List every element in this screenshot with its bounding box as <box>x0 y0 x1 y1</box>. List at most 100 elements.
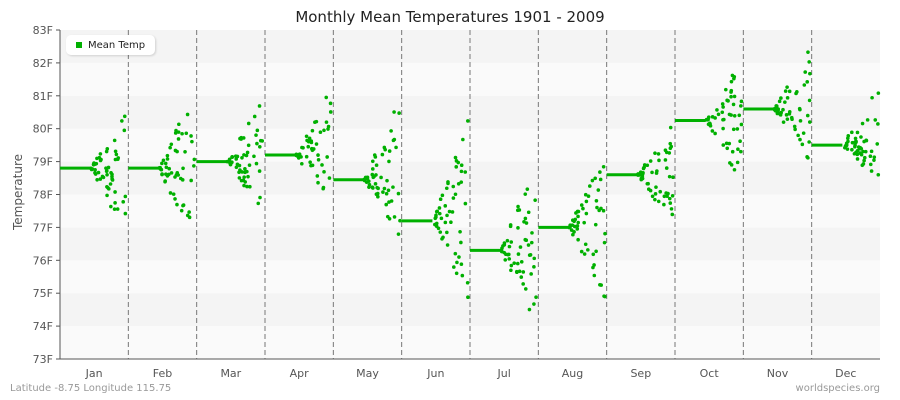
data-point <box>309 163 313 168</box>
data-point <box>113 201 117 205</box>
data-point <box>642 163 647 167</box>
data-point <box>801 131 806 135</box>
data-point <box>382 186 387 191</box>
data-point <box>658 189 663 194</box>
data-point <box>190 139 194 144</box>
data-point <box>521 270 526 274</box>
data-point <box>180 131 184 136</box>
data-point <box>502 241 507 245</box>
x-tick-label: May <box>356 367 379 380</box>
data-point <box>435 209 440 214</box>
data-point <box>169 142 174 147</box>
data-point <box>601 165 606 169</box>
data-point <box>165 153 170 158</box>
data-point <box>853 144 857 149</box>
data-point <box>591 252 596 257</box>
data-point <box>525 187 530 191</box>
data-point <box>105 185 110 190</box>
data-point <box>173 175 177 179</box>
data-point <box>445 213 449 218</box>
location-caption: Latitude -8.75 Longitude 115.75 <box>10 383 172 394</box>
data-point <box>710 129 715 133</box>
data-point <box>667 196 672 201</box>
data-point <box>509 268 513 273</box>
data-point <box>736 147 740 152</box>
data-point <box>242 175 246 179</box>
x-tick-label: Sep <box>630 367 651 380</box>
data-point <box>189 178 193 183</box>
data-point <box>384 202 389 207</box>
data-point <box>183 149 187 154</box>
data-point <box>739 104 743 108</box>
data-point <box>242 183 246 188</box>
data-point <box>169 171 174 175</box>
data-point <box>530 231 534 235</box>
data-point <box>586 194 591 199</box>
data-point <box>178 176 183 181</box>
data-point <box>532 265 536 269</box>
data-point <box>602 240 607 245</box>
data-point <box>387 200 391 204</box>
data-point <box>98 152 103 156</box>
data-point <box>443 220 448 225</box>
data-point <box>781 107 785 112</box>
data-point <box>772 107 777 112</box>
data-point <box>175 171 180 175</box>
data-point <box>225 159 230 164</box>
data-point <box>445 230 449 235</box>
data-point <box>778 113 783 117</box>
data-point <box>105 147 110 151</box>
data-point <box>308 160 312 165</box>
data-point <box>237 170 241 175</box>
data-point <box>181 166 185 171</box>
data-point <box>436 226 441 231</box>
data-point <box>113 190 117 194</box>
data-point <box>800 142 805 147</box>
data-point <box>257 169 262 173</box>
data-point <box>370 167 375 171</box>
data-point <box>315 174 320 178</box>
data-point <box>184 131 189 136</box>
data-point <box>732 113 737 118</box>
data-point <box>732 76 736 81</box>
data-point <box>671 175 675 179</box>
data-point <box>453 155 458 160</box>
data-point <box>255 141 259 146</box>
data-point <box>859 135 863 139</box>
data-point <box>374 192 379 197</box>
data-point <box>806 50 810 54</box>
data-point <box>645 181 650 186</box>
data-point <box>374 173 378 177</box>
data-point <box>461 137 465 142</box>
data-point <box>854 150 858 155</box>
data-point <box>314 142 319 146</box>
data-point <box>398 218 402 223</box>
data-point <box>738 139 742 144</box>
data-point <box>507 257 512 261</box>
data-point <box>110 178 115 182</box>
data-point <box>873 118 878 122</box>
data-point <box>161 158 166 163</box>
data-point <box>463 170 468 174</box>
data-point <box>844 141 849 146</box>
data-point <box>727 112 732 117</box>
data-point <box>731 102 736 107</box>
data-point <box>523 192 528 196</box>
data-point <box>776 107 781 111</box>
data-point <box>640 172 645 176</box>
data-point <box>516 204 520 209</box>
data-point <box>453 251 458 256</box>
data-point <box>654 171 659 175</box>
data-point <box>254 161 259 166</box>
y-tick-label: 79F <box>33 156 53 169</box>
data-point <box>447 209 452 214</box>
data-point <box>576 237 580 242</box>
data-point <box>309 146 314 151</box>
data-point <box>667 151 672 155</box>
data-point <box>243 167 247 171</box>
data-point <box>518 245 523 249</box>
y-tick-label: 75F <box>33 287 53 300</box>
legend: Mean Temp <box>66 35 156 55</box>
data-point <box>527 307 532 312</box>
data-point <box>573 217 578 222</box>
